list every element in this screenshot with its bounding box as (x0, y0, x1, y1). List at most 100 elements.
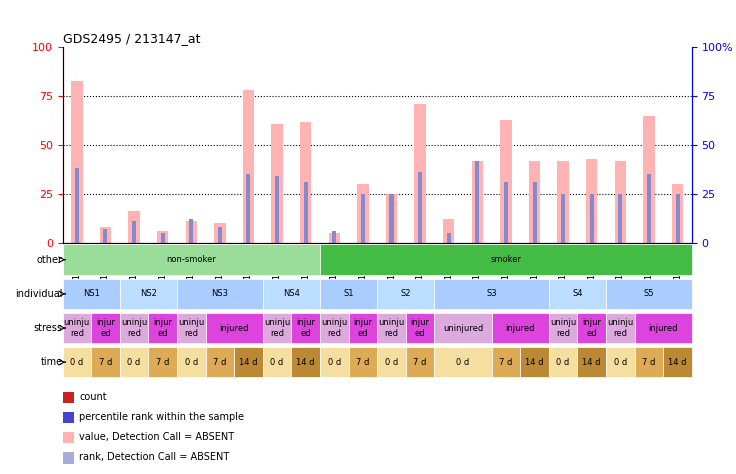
FancyBboxPatch shape (377, 313, 406, 343)
FancyBboxPatch shape (492, 347, 520, 377)
Text: GDS2495 / 213147_at: GDS2495 / 213147_at (63, 32, 200, 45)
FancyBboxPatch shape (377, 347, 406, 377)
Bar (618, 194, 623, 243)
Text: uninjured: uninjured (443, 324, 483, 332)
Text: stress: stress (34, 323, 63, 333)
Text: injur
ed: injur ed (296, 319, 315, 337)
Text: S1: S1 (344, 290, 354, 298)
FancyBboxPatch shape (263, 347, 291, 377)
Text: 0 d: 0 d (70, 358, 83, 366)
Bar (389, 194, 394, 243)
Bar (214, 223, 226, 243)
FancyBboxPatch shape (349, 313, 377, 343)
Bar (243, 91, 254, 243)
FancyBboxPatch shape (549, 279, 606, 309)
FancyBboxPatch shape (606, 279, 692, 309)
Bar (189, 219, 194, 243)
Text: injured: injured (506, 324, 535, 332)
Bar (475, 161, 479, 243)
FancyBboxPatch shape (634, 313, 692, 343)
Bar (304, 182, 308, 243)
Bar (500, 119, 512, 243)
FancyBboxPatch shape (63, 279, 120, 309)
FancyBboxPatch shape (320, 279, 377, 309)
Text: 0 d: 0 d (614, 358, 627, 366)
FancyBboxPatch shape (349, 347, 377, 377)
FancyBboxPatch shape (263, 279, 320, 309)
Text: individual: individual (15, 289, 63, 299)
Text: 7 d: 7 d (213, 358, 227, 366)
Bar (157, 231, 169, 243)
FancyBboxPatch shape (177, 279, 263, 309)
Text: 0 d: 0 d (185, 358, 198, 366)
Bar (643, 116, 654, 243)
Bar (414, 104, 426, 243)
FancyBboxPatch shape (578, 347, 606, 377)
Bar (272, 124, 283, 243)
Text: smoker: smoker (490, 255, 521, 264)
Bar (418, 173, 422, 243)
Bar (247, 174, 250, 243)
Text: NS1: NS1 (82, 290, 99, 298)
FancyBboxPatch shape (606, 313, 634, 343)
FancyBboxPatch shape (320, 313, 349, 343)
Text: 0 d: 0 d (385, 358, 398, 366)
Bar (443, 219, 454, 243)
FancyBboxPatch shape (320, 347, 349, 377)
Text: 7 d: 7 d (499, 358, 512, 366)
FancyBboxPatch shape (120, 313, 149, 343)
Bar (332, 231, 336, 243)
Text: count: count (79, 392, 107, 402)
Text: 0 d: 0 d (456, 358, 470, 366)
FancyBboxPatch shape (177, 347, 205, 377)
Text: 0 d: 0 d (328, 358, 341, 366)
Bar (504, 182, 508, 243)
Text: 7 d: 7 d (414, 358, 427, 366)
Text: percentile rank within the sample: percentile rank within the sample (79, 412, 244, 422)
FancyBboxPatch shape (149, 313, 177, 343)
Text: NS4: NS4 (283, 290, 300, 298)
Bar (328, 233, 340, 243)
Text: injured: injured (219, 324, 249, 332)
Bar (71, 81, 82, 243)
Bar (128, 211, 140, 243)
Bar (185, 221, 197, 243)
Text: uninju
red: uninju red (264, 319, 290, 337)
Bar (63, 432, 74, 444)
Bar (561, 194, 565, 243)
FancyBboxPatch shape (91, 313, 120, 343)
FancyBboxPatch shape (406, 347, 434, 377)
Bar (275, 176, 279, 243)
FancyBboxPatch shape (406, 313, 434, 343)
FancyBboxPatch shape (120, 347, 149, 377)
Text: injur
ed: injur ed (153, 319, 172, 337)
FancyBboxPatch shape (663, 347, 692, 377)
Bar (63, 452, 74, 464)
FancyBboxPatch shape (549, 313, 578, 343)
Text: 7 d: 7 d (643, 358, 656, 366)
Bar (590, 194, 594, 243)
Text: 0 d: 0 d (270, 358, 283, 366)
Bar (533, 182, 537, 243)
Text: injur
ed: injur ed (411, 319, 430, 337)
FancyBboxPatch shape (434, 347, 492, 377)
Bar (676, 194, 679, 243)
Text: uninju
red: uninju red (121, 319, 147, 337)
Text: 0 d: 0 d (556, 358, 570, 366)
FancyBboxPatch shape (205, 347, 234, 377)
Text: S4: S4 (572, 290, 583, 298)
FancyBboxPatch shape (291, 313, 320, 343)
Bar (647, 174, 651, 243)
Text: uninju
red: uninju red (607, 319, 634, 337)
FancyBboxPatch shape (377, 279, 434, 309)
Text: 0 d: 0 d (127, 358, 141, 366)
Bar (586, 159, 598, 243)
FancyBboxPatch shape (492, 313, 549, 343)
Text: NS3: NS3 (211, 290, 228, 298)
Bar (386, 194, 397, 243)
Bar (75, 168, 79, 243)
Text: 7 d: 7 d (356, 358, 369, 366)
Text: 7 d: 7 d (156, 358, 169, 366)
Text: injured: injured (648, 324, 678, 332)
Bar (160, 233, 165, 243)
